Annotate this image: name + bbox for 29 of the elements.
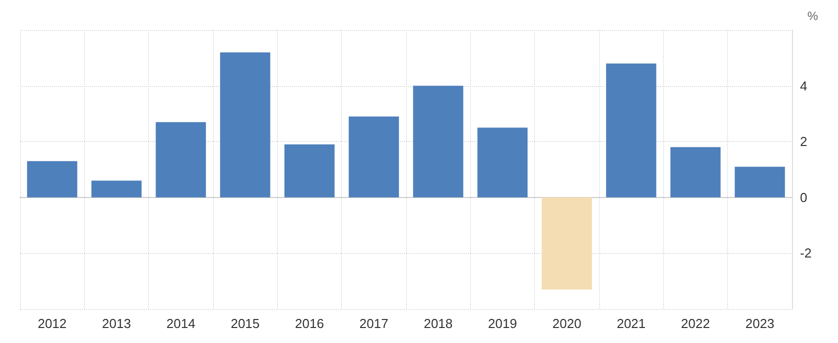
- bar: [156, 122, 206, 198]
- x-tick-label: 2018: [424, 316, 453, 331]
- x-tick-label: 2022: [681, 316, 710, 331]
- y-tick-label: -2: [800, 246, 812, 261]
- x-tick-label: 2013: [102, 316, 131, 331]
- bar: [220, 52, 270, 198]
- bar: [606, 63, 656, 198]
- bar: [542, 197, 592, 290]
- bar: [284, 144, 335, 198]
- x-tick-label: 2023: [745, 316, 774, 331]
- bar: [477, 128, 528, 198]
- x-tick-label: 2014: [166, 316, 196, 331]
- x-tick-label: 2012: [38, 316, 67, 331]
- y-tick-label: 0: [800, 190, 808, 205]
- x-tick-label: 2020: [552, 316, 582, 331]
- y-tick-label: 2: [800, 134, 808, 150]
- bar: [91, 180, 142, 198]
- bar: [27, 161, 78, 198]
- bar: [413, 86, 464, 198]
- y-axis-title: %: [807, 9, 818, 23]
- x-tick-label: 2019: [488, 316, 517, 331]
- x-tick-label: 2016: [295, 316, 324, 331]
- bar: [348, 116, 399, 198]
- bar: [734, 166, 785, 198]
- x-tick-label: 2021: [616, 316, 646, 331]
- y-tick-label: 4: [800, 78, 808, 94]
- x-tick-label: 2015: [230, 316, 260, 331]
- bar: [670, 147, 721, 198]
- x-tick-label: 2017: [359, 316, 388, 331]
